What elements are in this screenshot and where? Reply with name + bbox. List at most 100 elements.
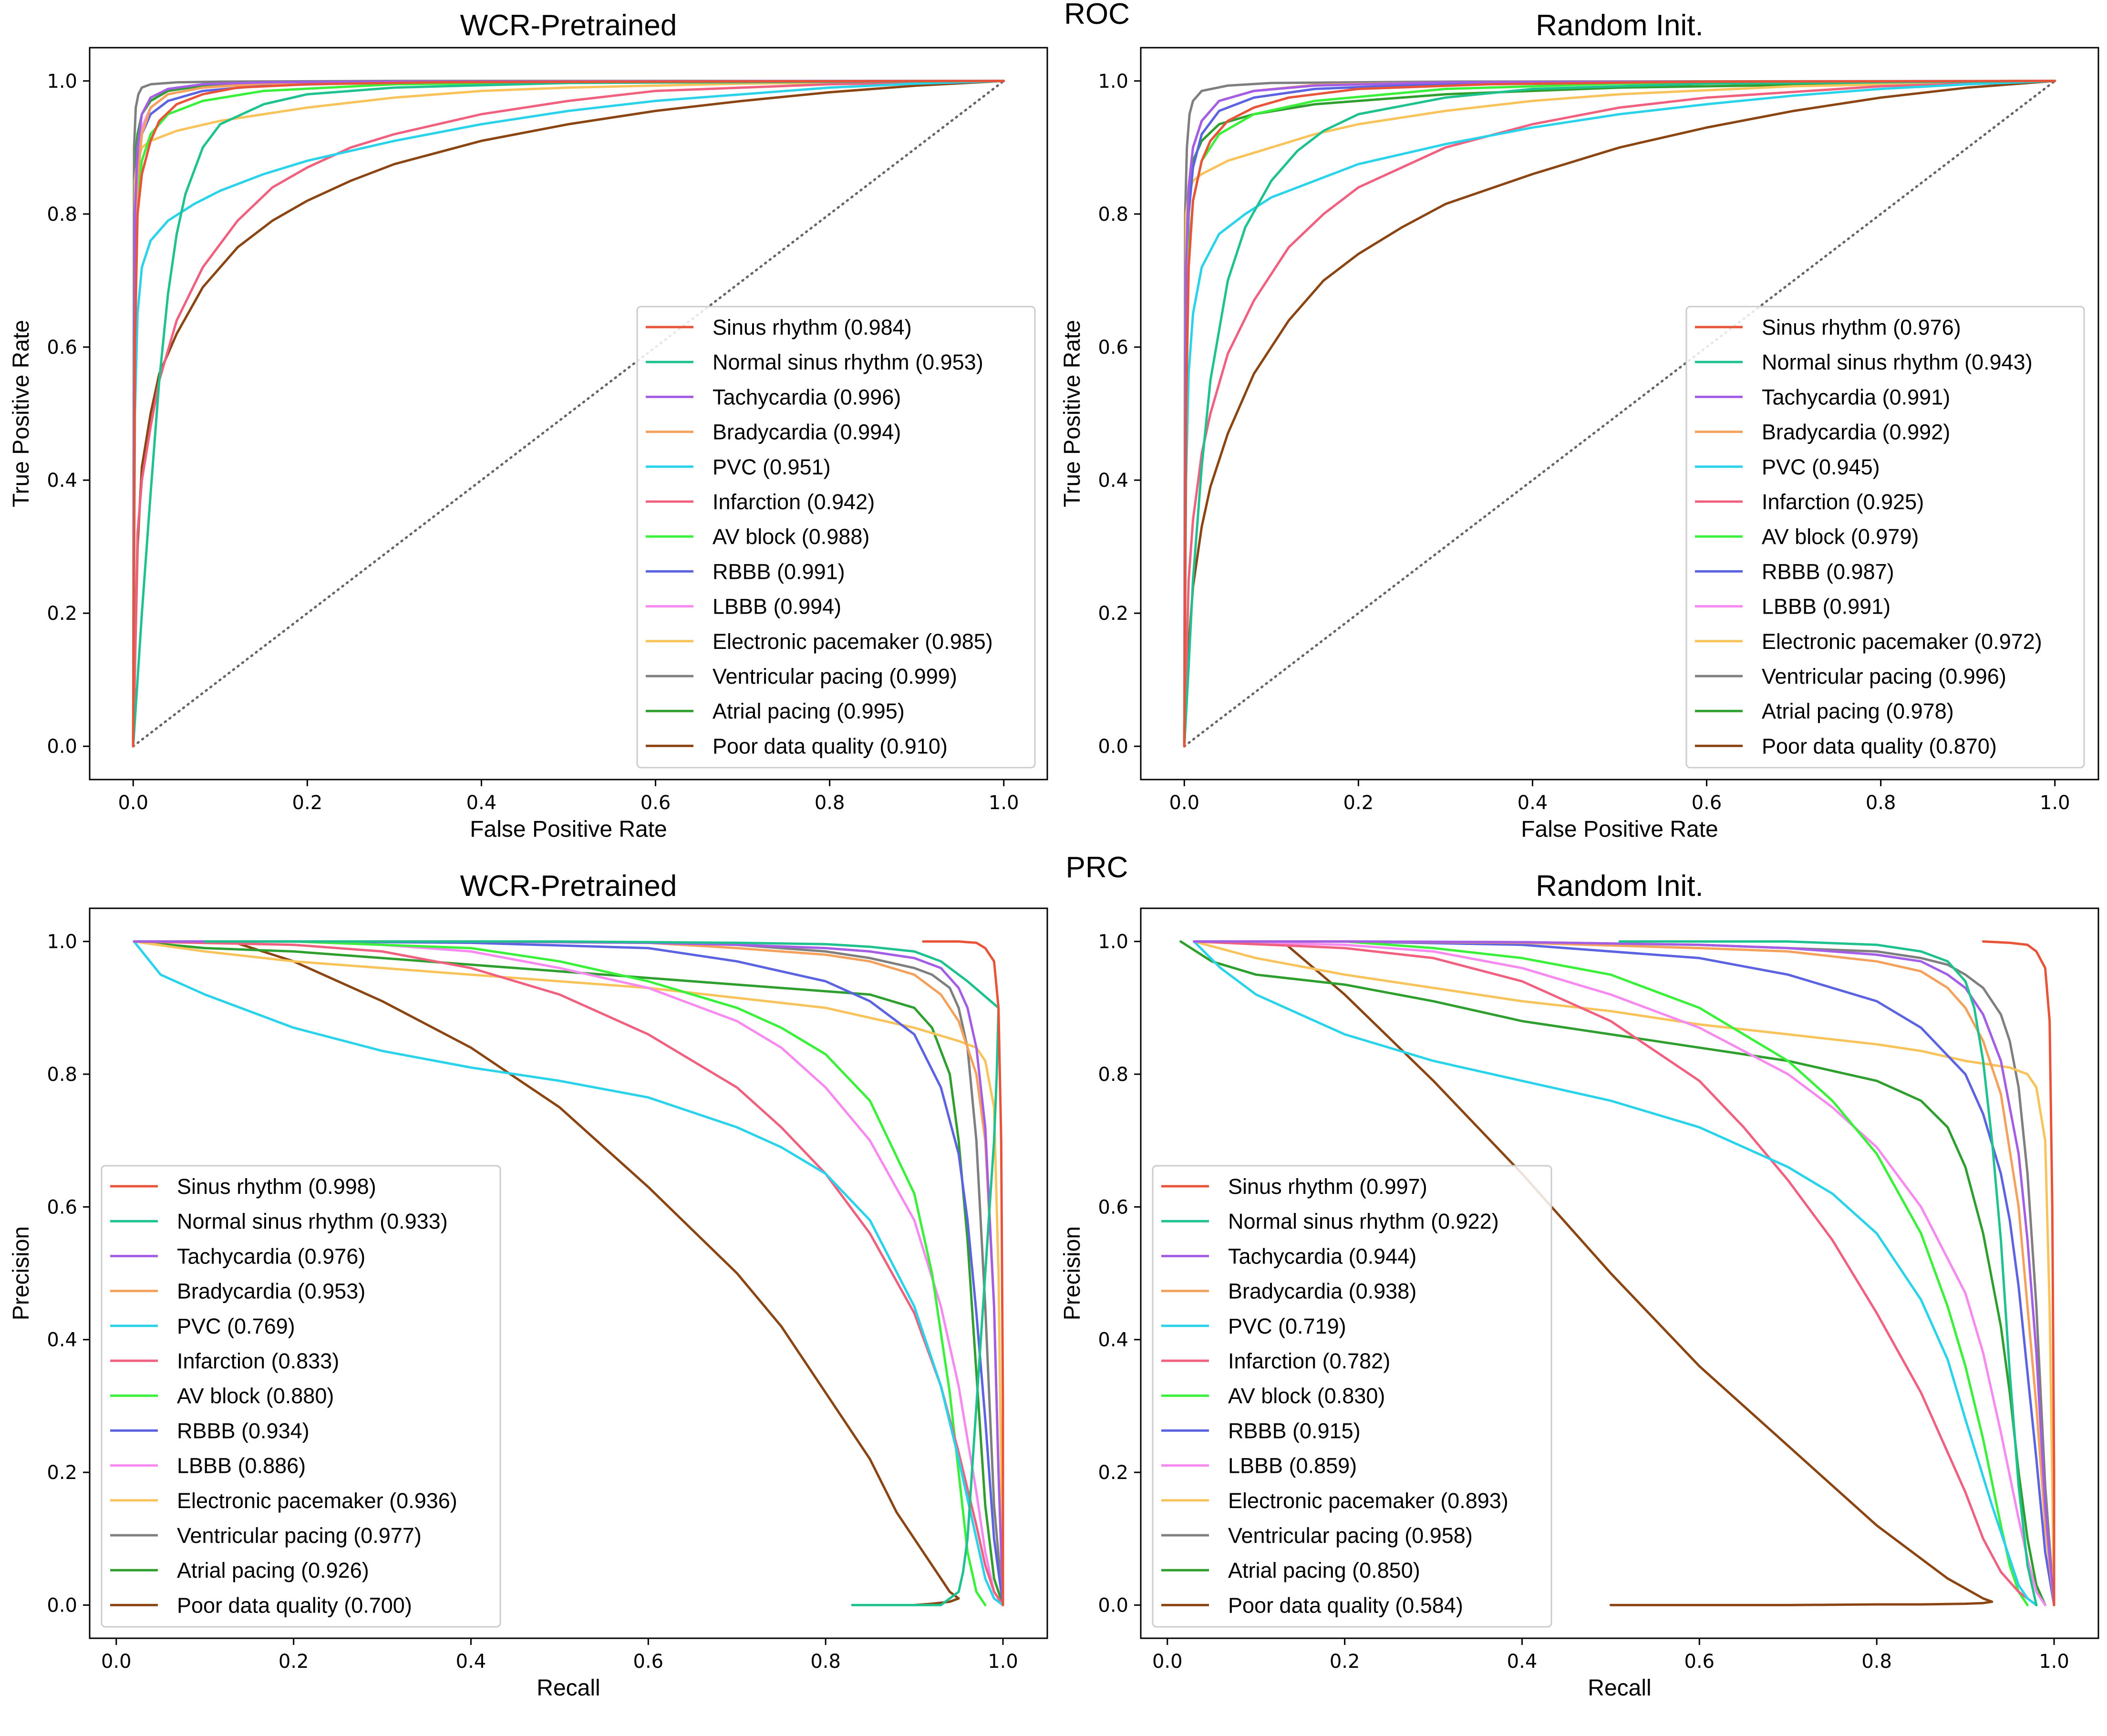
x-tick-label: 1.0 (2039, 1651, 2069, 1673)
legend-entry: Normal sinus rhythm (0.933) (177, 1209, 448, 1233)
x-tick-label: 1.0 (2040, 792, 2070, 814)
series-line-tachycardia (1183, 80, 2056, 748)
y-tick-label: 0.0 (1098, 1594, 1128, 1616)
series-line-tachycardia (132, 80, 1005, 748)
y-tick-label: 0.4 (1098, 470, 1128, 492)
legend-entry: PVC (0.951) (713, 455, 831, 479)
legend-entry: PVC (0.719) (1228, 1314, 1346, 1338)
legend-entry: LBBB (0.859) (1228, 1454, 1357, 1478)
y-tick-label: 0.6 (1098, 1196, 1128, 1218)
series-line-infarction (1193, 940, 2038, 1606)
x-tick-label: 0.4 (466, 792, 497, 814)
x-tick-label: 1.0 (989, 792, 1019, 814)
chart-title: Random Init. (1536, 870, 1704, 903)
legend-entry: Sinus rhythm (0.984) (713, 315, 912, 339)
legend-entry: Ventricular pacing (0.977) (177, 1523, 422, 1548)
legend-entry: Atrial pacing (0.850) (1228, 1558, 1420, 1582)
legend-box (101, 1165, 501, 1628)
series-line-electronic-pacemaker (133, 940, 1004, 1606)
y-tick-label: 0.6 (47, 337, 77, 359)
legend-entry: Electronic pacemaker (0.985) (713, 629, 993, 654)
legend-entry: Infarction (0.782) (1228, 1349, 1390, 1373)
legend-entry: Infarction (0.925) (1762, 490, 1924, 514)
legend-entry: AV block (0.880) (177, 1384, 334, 1408)
y-tick-label: 0.4 (1098, 1329, 1128, 1351)
x-tick-label: 0.6 (1692, 792, 1722, 814)
x-tick-label: 0.2 (292, 792, 323, 814)
series-line-lbbb (1193, 940, 2046, 1606)
series-group (132, 80, 1005, 748)
series-line-pvc (132, 80, 1005, 748)
y-tick-label: 1.0 (47, 71, 77, 92)
x-tick-label: 0.6 (1684, 1651, 1715, 1673)
chart-title: WCR-Pretrained (460, 870, 677, 903)
legend-entry: Tachycardia (0.996) (713, 385, 901, 409)
x-tick-label: 0.2 (1330, 1651, 1360, 1673)
legend-entry: PVC (0.769) (177, 1314, 295, 1338)
legend-entry: LBBB (0.991) (1762, 595, 1890, 619)
y-tick-label: 0.2 (1098, 603, 1128, 625)
legend-entry: Atrial pacing (0.926) (177, 1558, 369, 1582)
legend-entry: Sinus rhythm (0.976) (1762, 315, 1961, 339)
series-line-atrial-pacing (133, 940, 1004, 1606)
series-line-infarction (132, 80, 1005, 748)
legend: Sinus rhythm (0.984) Normal sinus rhythm … (636, 306, 1036, 769)
y-tick-label: 0.0 (47, 736, 77, 758)
y-tick-label: 0.8 (1098, 204, 1128, 226)
y-tick-label: 1.0 (1098, 931, 1128, 953)
legend-entry: Tachycardia (0.976) (177, 1244, 365, 1268)
legend-entry: Sinus rhythm (0.997) (1228, 1174, 1427, 1199)
legend: Sinus rhythm (0.997) Normal sinus rhythm … (1152, 1165, 1552, 1628)
y-tick-label: 0.4 (47, 470, 77, 492)
legend-entry: Normal sinus rhythm (0.943) (1762, 350, 2033, 374)
y-tick-label: 0.0 (47, 1594, 77, 1616)
x-tick-label: 0.6 (633, 1651, 664, 1673)
legend-entry: RBBB (0.915) (1228, 1418, 1361, 1443)
legend-entry: AV block (0.988) (713, 524, 869, 549)
legend-entry: PVC (0.945) (1762, 455, 1880, 479)
legend-entry: Electronic pacemaker (0.972) (1762, 629, 2042, 654)
x-tick-label: 0.0 (1152, 1651, 1183, 1673)
x-tick-label: 0.8 (810, 1651, 841, 1673)
legend-entry: RBBB (0.991) (713, 559, 845, 584)
legend-entry: Poor data quality (0.870) (1762, 734, 1997, 758)
series-line-infarction (1183, 80, 2056, 748)
chart-title: Random Init. (1536, 9, 1704, 42)
x-tick-label: 0.4 (456, 1651, 486, 1673)
prc-suptitle: PRC (1065, 851, 1128, 884)
plot-frame (1140, 47, 2099, 781)
x-tick-label: 0.8 (1866, 792, 1896, 814)
series-line-tachycardia (1193, 940, 2055, 1606)
y-axis-label: Precision (9, 1226, 34, 1320)
x-tick-label: 1.0 (988, 1651, 1018, 1673)
x-tick-label: 0.8 (815, 792, 845, 814)
legend-entry: LBBB (0.886) (177, 1454, 306, 1478)
x-axis-label: False Positive Rate (1521, 817, 1718, 842)
y-tick-label: 0.4 (47, 1329, 77, 1351)
legend-entry: Electronic pacemaker (0.893) (1228, 1489, 1508, 1513)
x-tick-label: 0.2 (1343, 792, 1374, 814)
series-line-normal-sinus-rhythm (1183, 80, 2056, 748)
chance-diagonal (1183, 80, 2056, 748)
legend-entry: Ventricular pacing (0.999) (713, 664, 957, 688)
x-tick-label: 0.8 (1861, 1651, 1892, 1673)
series-line-rbbb (133, 940, 1004, 1606)
chart-panel-1: WCR-Pretrained 0.0 0.2 0.4 0.6 0.8 1.0 0.0 0.2 0.… (9, 9, 1048, 842)
series-line-lbbb (133, 940, 1004, 1606)
series-line-ventricular-pacing (1183, 80, 2056, 748)
plot-frame (89, 907, 1048, 1639)
series-line-sinus-rhythm (922, 940, 1004, 1606)
y-tick-label: 1.0 (1098, 71, 1128, 92)
legend: Sinus rhythm (0.998) Normal sinus rhythm … (101, 1165, 501, 1628)
chart-panel-2: Random Init. 0.0 0.2 0.4 0.6 0.8 1.0 0.0 0.2 0.4 0… (1060, 9, 2099, 842)
legend-entry: Poor data quality (0.910) (713, 734, 948, 758)
legend-entry: Poor data quality (0.584) (1228, 1593, 1463, 1617)
legend-entry: Normal sinus rhythm (0.922) (1228, 1209, 1499, 1233)
roc-suptitle: ROC (1064, 0, 1130, 31)
y-axis-label: Precision (1060, 1226, 1085, 1320)
chart-panel-4: Random Init. 0.0 0.2 0.4 0.6 0.8 1.0 0.0 0.2 0.4 0… (1060, 870, 2099, 1701)
legend-entry: Electronic pacemaker (0.936) (177, 1489, 457, 1513)
y-tick-label: 0.6 (47, 1196, 77, 1218)
series-line-sinus-rhythm (132, 80, 1005, 748)
